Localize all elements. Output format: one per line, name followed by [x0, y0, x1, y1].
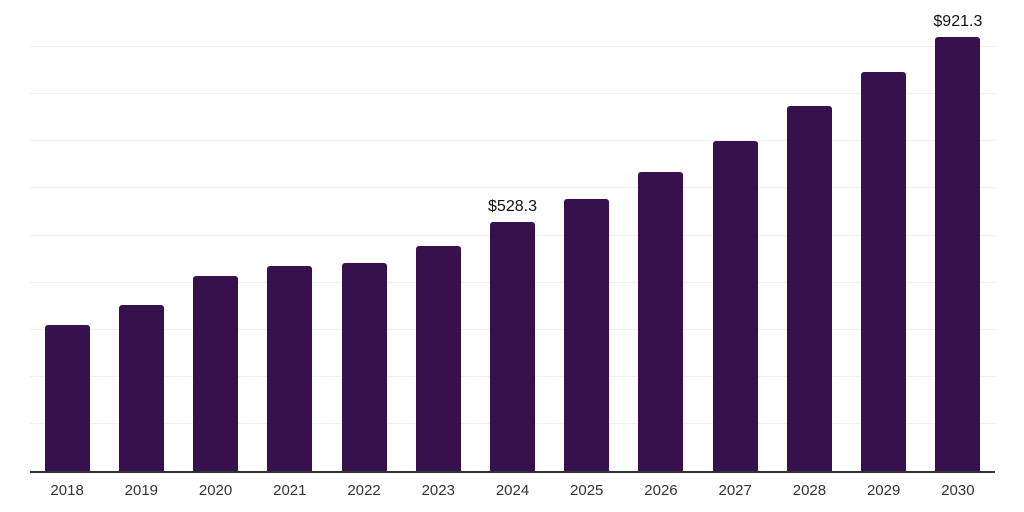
x-tick-label-2026: 2026 — [644, 482, 678, 499]
data-label-2030: $921.3 — [933, 13, 983, 31]
gridline — [30, 93, 995, 95]
bar-2018 — [44, 325, 90, 471]
bar-2025 — [564, 199, 610, 471]
x-tick-label-2021: 2021 — [273, 482, 307, 499]
bar-2029 — [861, 72, 907, 471]
bar-2028 — [786, 105, 832, 471]
bar-2024 — [490, 222, 535, 471]
bar-2023 — [415, 245, 461, 471]
x-tick-label-2019: 2019 — [124, 482, 159, 499]
gridline — [30, 46, 995, 48]
bar-2019 — [118, 305, 164, 471]
x-tick-label-2023: 2023 — [421, 482, 455, 499]
bar-2021 — [267, 266, 313, 471]
gridline — [30, 187, 995, 189]
bar-2027 — [712, 141, 758, 471]
x-tick-label-2020: 2020 — [198, 482, 233, 499]
x-tick-label-2018: 2018 — [50, 482, 84, 499]
x-tick-label-2030: 2030 — [941, 482, 975, 499]
x-tick-label-2025: 2025 — [570, 482, 604, 499]
gridline — [30, 140, 995, 142]
x-tick-label-2022: 2022 — [347, 482, 381, 499]
bar-2022 — [341, 262, 387, 471]
x-tick-label-2027: 2027 — [718, 482, 752, 499]
x-tick-label-2024: 2024 — [495, 482, 530, 499]
x-tick-label-2029: 2029 — [866, 482, 901, 499]
x-tick-label-2028: 2028 — [792, 482, 827, 499]
data-label-2024: $528.3 — [488, 198, 537, 216]
bar-2020 — [193, 275, 239, 471]
bar-2030 — [935, 37, 981, 471]
plot-area: $528.3 $921.3 — [30, 0, 995, 473]
bar-2026 — [638, 171, 684, 471]
